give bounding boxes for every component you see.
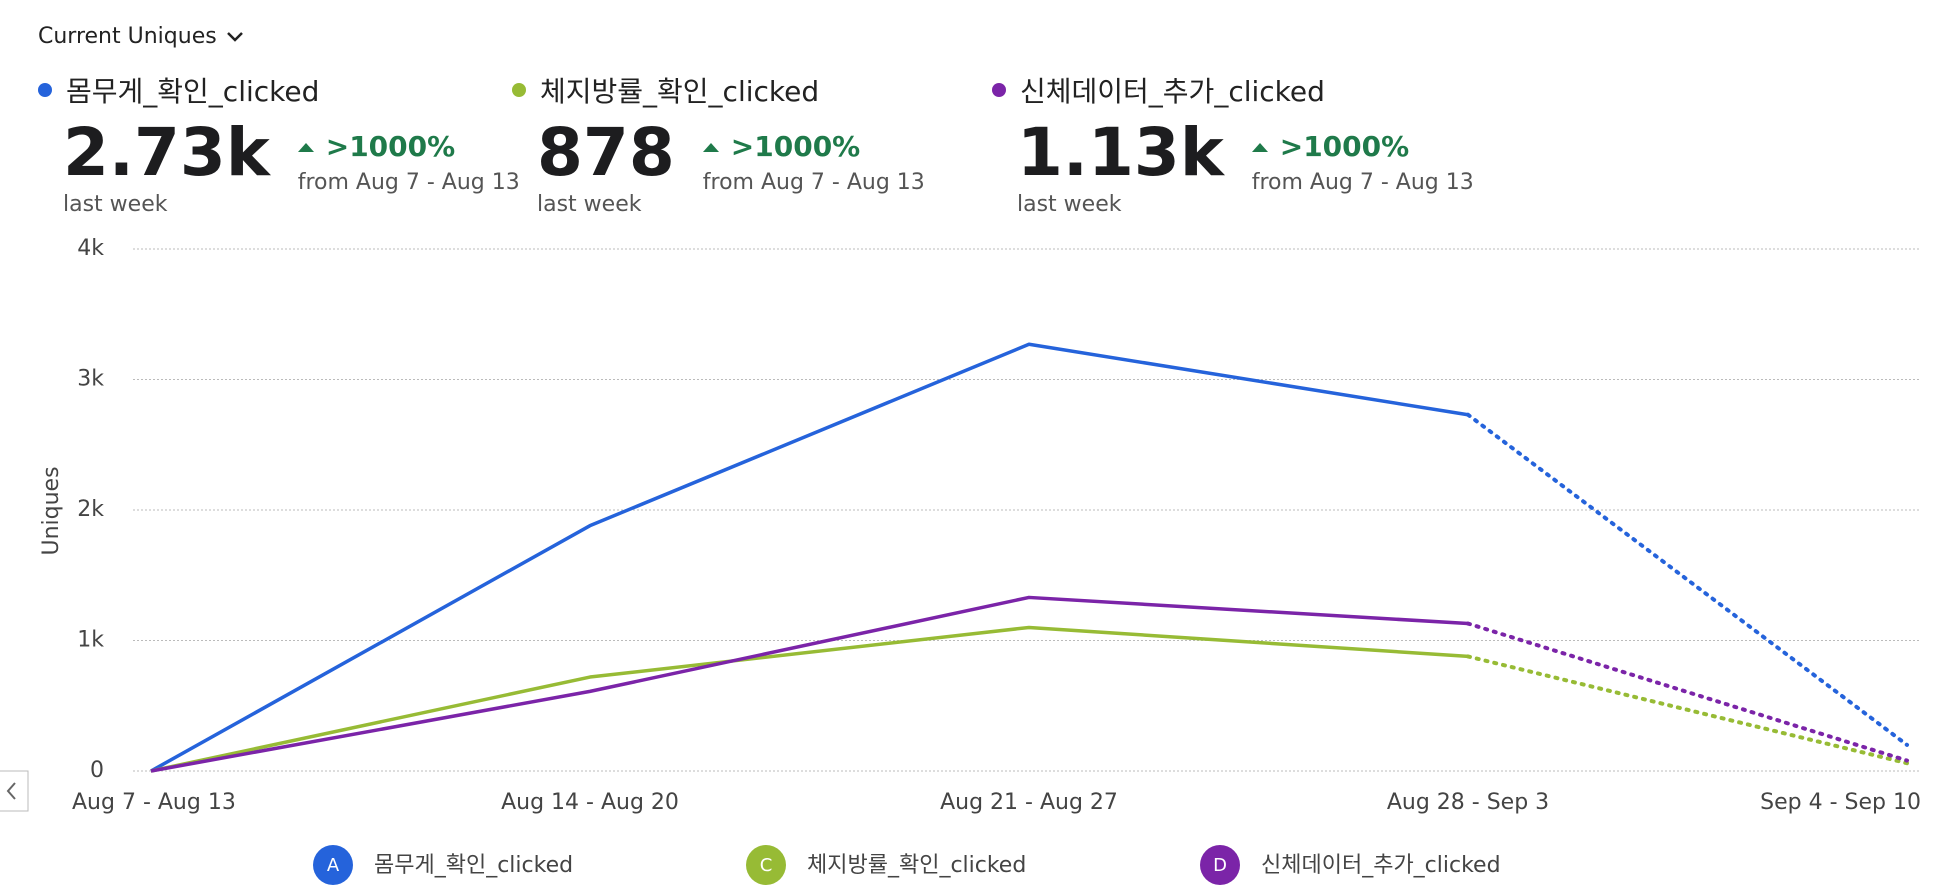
kpi-comparison: from Aug 7 - Aug 13: [702, 170, 925, 195]
kpi-row: 1.13k last week >1000% from Aug 7 - Aug 13: [1017, 114, 1474, 218]
legend-badge: [746, 845, 786, 885]
change-text: >1000%: [325, 130, 456, 163]
kpi-main: 2.73k last week: [63, 114, 270, 218]
metric-dropdown[interactable]: Current Uniques: [38, 24, 243, 49]
x-tick-label: Aug 21 - Aug 27: [940, 790, 1118, 815]
series-line: [150, 342, 1469, 773]
kpi-row: 878 last week >1000% from Aug 7 - Aug 13: [537, 114, 925, 218]
up-arrow: [702, 142, 719, 152]
legend-label: 신체데이터_추가_clicked: [1261, 853, 1501, 878]
kpi-comparison: from Aug 7 - Aug 13: [1251, 170, 1474, 195]
series-name: 몸무게_확인_clicked: [66, 75, 320, 108]
legend-letter: A: [327, 855, 340, 876]
series-name: 신체데이터_추가_clicked: [1020, 75, 1325, 108]
kpi-caption: last week: [537, 192, 642, 217]
series-name: 체지방률_확인_clicked: [540, 75, 820, 108]
kpi-card: 신체데이터_추가_clicked 1.13k last week >1000% from…: [992, 70, 1474, 217]
kpi-change: >1000%: [1251, 130, 1474, 164]
kpi-name: 몸무게_확인_clicked: [38, 70, 520, 110]
kpi-main: 878 last week: [537, 114, 675, 218]
x-tick-label: Aug 7 - Aug 13: [72, 790, 236, 815]
kpi-value: 2.73k: [63, 114, 270, 191]
y-tick-label: 4k: [77, 236, 104, 261]
y-tick-label: 2k: [77, 497, 104, 522]
x-tick-label: Aug 14 - Aug 20: [501, 790, 679, 815]
series-line-partial: [1466, 412, 1909, 747]
kpi-caption: last week: [63, 192, 168, 217]
legend-dot: [992, 83, 1006, 97]
y-axis-label: Uniques: [39, 466, 64, 555]
y-tick-label: 0: [90, 758, 104, 783]
kpi-row: 2.73k last week >1000% from Aug 7 - Aug 13: [63, 114, 520, 218]
kpi-change: >1000%: [702, 130, 925, 164]
x-tick-label: Sep 4 - Sep 10: [1760, 790, 1921, 815]
kpi-caption: last week: [1017, 192, 1122, 217]
series-line: [150, 595, 1469, 773]
up-arrow: [1251, 142, 1268, 152]
series-line-partial: [1466, 621, 1909, 763]
x-tick-label: Aug 28 - Sep 3: [1387, 790, 1549, 815]
change-text: >1000%: [1279, 130, 1410, 163]
legend-label: 몸무게_확인_clicked: [374, 853, 573, 878]
series-line: [150, 625, 1469, 773]
kpi-name: 체지방률_확인_clicked: [512, 70, 925, 110]
kpi-card: 몸무게_확인_clicked 2.73k last week >1000% from A…: [38, 70, 520, 217]
legend-letter: D: [1213, 855, 1227, 876]
legend-badge: [313, 845, 353, 885]
change-text: >1000%: [730, 130, 861, 163]
y-tick-label: 3k: [77, 367, 104, 392]
kpi-value: 878: [537, 114, 675, 191]
kpi-change: >1000%: [297, 130, 520, 164]
legend-badge: [1200, 845, 1240, 885]
kpi-value: 1.13k: [1017, 114, 1224, 191]
kpi-card: 체지방률_확인_clicked 878 last week >1000% from Au…: [512, 70, 925, 217]
legend-letter: C: [760, 855, 773, 876]
collapse-icon[interactable]: [6, 782, 16, 800]
kpi-change-box: >1000% from Aug 7 - Aug 13: [702, 120, 925, 195]
series-line-partial: [1466, 654, 1909, 766]
y-tick-label: 1k: [77, 628, 104, 653]
kpi-name: 신체데이터_추가_clicked: [992, 70, 1474, 110]
legend-dot: [512, 83, 526, 97]
kpi-change-box: >1000% from Aug 7 - Aug 13: [1251, 120, 1474, 195]
chevron[interactable]: [226, 31, 243, 42]
legend-label: 체지방률_확인_clicked: [807, 853, 1026, 878]
dropdown-label[interactable]: Current Uniques: [38, 24, 217, 49]
legend-dot: [38, 83, 52, 97]
kpi-change-box: >1000% from Aug 7 - Aug 13: [297, 120, 520, 195]
up-arrow: [297, 142, 314, 152]
kpi-comparison: from Aug 7 - Aug 13: [297, 170, 520, 195]
kpi-main: 1.13k last week: [1017, 114, 1224, 218]
collapse-button[interactable]: [0, 770, 29, 812]
